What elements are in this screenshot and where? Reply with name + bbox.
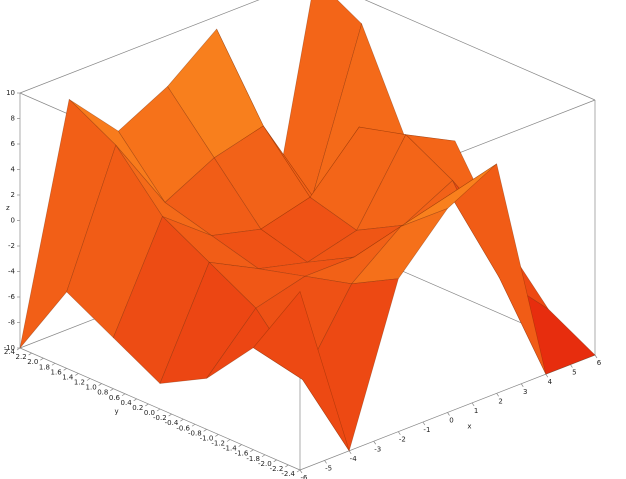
x-tick [373,441,377,445]
y-tick-label: 1.2 [74,379,85,387]
y-tick [28,352,32,356]
x-tick [594,354,598,359]
z-tick-label: 4 [11,166,16,174]
y-tick [86,378,91,381]
y-tick [226,439,231,442]
box-edge [364,0,596,101]
x-tick-label: -5 [325,464,332,472]
z-tick-label: 6 [11,140,16,148]
y-tick [110,388,114,391]
y-tick [63,368,67,371]
z-tick-label: 10 [6,89,15,97]
y-tick-label: 0.6 [109,394,121,402]
y-tick [51,362,56,366]
z-tick-label: 2 [11,191,15,199]
y-tick-label: -2.0 [258,460,272,468]
box-edge [19,0,260,94]
y-tick [250,449,254,452]
z-tick-label: -6 [8,293,16,301]
x-tick [299,469,303,474]
surface-patch [19,98,117,349]
y-tick-label: -0.6 [176,424,190,432]
x-tick [520,383,524,387]
x-tick [496,393,499,397]
x-tick-label: -2 [399,436,406,444]
y-tick [121,393,126,397]
z-axis-label: z [6,204,10,212]
surface-patch [252,290,350,451]
y-tick [191,423,196,427]
y-tick-label: -2.2 [270,465,284,473]
x-tick-label: 0 [449,417,453,425]
y-tick-label: -2.4 [281,470,295,478]
y-tick [98,383,102,386]
y-axis-label: y [115,407,119,415]
y-tick [75,373,79,376]
y-tick-label: 0.0 [144,409,155,417]
surface-patch [449,163,547,375]
x-tick [398,431,401,435]
y-tick [133,398,137,402]
y-tick [180,418,184,422]
y-tick-label: 1.0 [86,384,97,392]
y-tick-label: -1.6 [235,450,249,458]
x-tick-label: 5 [572,369,576,377]
y-tick [168,413,172,417]
y-tick-label: 2.0 [27,358,38,366]
x-axis-label: x [467,423,471,431]
x-tick-label: -3 [374,445,381,453]
x-tick [447,412,450,416]
y-tick-label: -1.4 [223,445,237,453]
x-tick-label: -6 [301,474,309,479]
x-tick [545,373,549,378]
x-tick-label: 6 [597,359,602,367]
x-tick [471,402,475,407]
z-tick-label: -4 [8,268,16,276]
x-tick-label: 1 [474,407,478,415]
y-tick [156,408,161,412]
x-tick-label: -4 [350,455,358,463]
y-tick-label: 0.2 [132,404,143,412]
surface-patch [159,261,257,384]
z-tick-label: -10 [4,344,15,352]
y-tick-label: 1.4 [62,373,74,381]
y-tick [16,347,21,351]
z-tick-label: -2 [8,242,15,250]
y-tick [145,403,149,407]
x-tick-label: 3 [523,388,527,396]
y-tick-label: 1.8 [39,363,50,371]
y-tick-label: 1.6 [51,368,63,376]
y-tick [285,464,289,468]
z-tick-label: -8 [8,319,15,327]
y-tick-label: -1.2 [211,440,225,448]
y-tick [296,469,301,473]
y-tick-label: -0.8 [188,429,202,437]
x-tick-label: 2 [498,397,502,405]
y-tick [273,459,277,463]
y-tick [261,454,266,458]
y-tick-label: 2.4 [4,348,16,356]
z-tick-label: 8 [11,115,15,123]
x-tick [324,460,327,464]
y-tick-label: -1.8 [246,455,260,463]
y-tick-label: -1.0 [200,434,214,442]
z-tick-label: 0 [11,217,15,225]
y-tick-label: 0.4 [121,399,133,407]
x-tick [422,421,426,426]
y-tick-label: -0.2 [153,414,167,422]
x-tick [348,450,352,455]
y-tick-label: -0.4 [165,419,179,427]
x-tick [570,364,573,368]
surface-patch [400,163,497,227]
y-tick-label: 2.2 [16,353,27,361]
x-tick-label: 4 [548,378,553,386]
y-tick-label: 0.8 [97,389,108,397]
y-tick [40,357,44,361]
y-tick [238,444,242,447]
x-tick-label: -1 [423,426,430,434]
y-tick [203,429,207,432]
y-tick [215,434,219,437]
